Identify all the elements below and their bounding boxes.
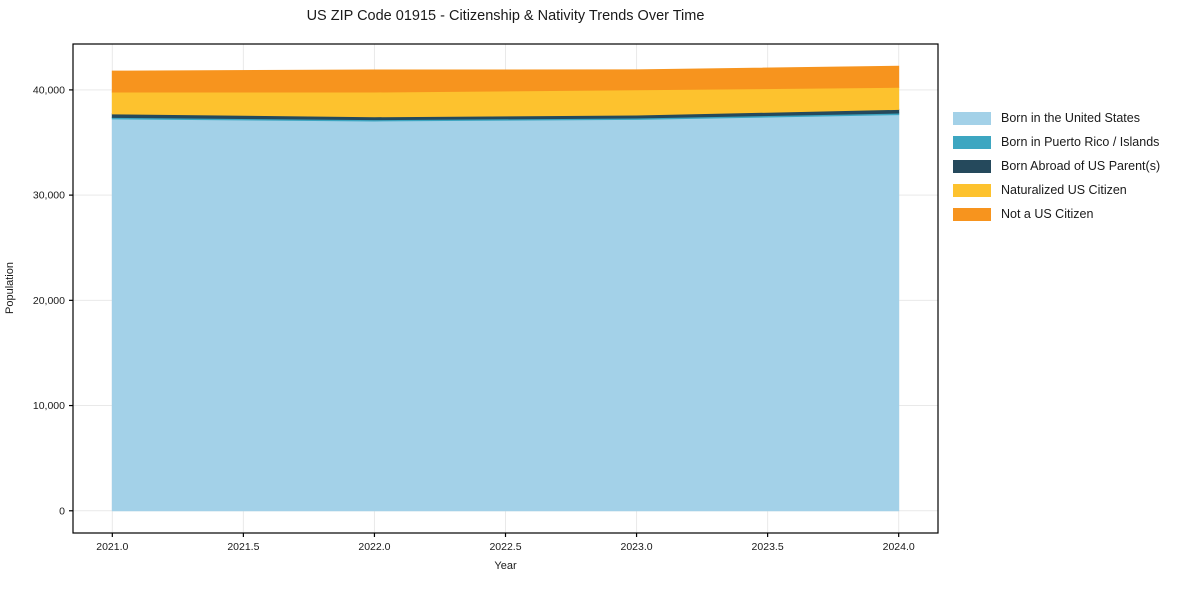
legend-label: Naturalized US Citizen [1001, 183, 1127, 197]
legend-label: Born in the United States [1001, 111, 1140, 125]
x-tick-label: 2022.5 [489, 541, 521, 553]
legend-swatch-born-pr [953, 135, 991, 149]
x-tick-label: 2023.5 [752, 541, 784, 553]
legend-item: Born in Puerto Rico / Islands [953, 130, 1160, 154]
y-tick-label: 30,000 [33, 190, 65, 202]
x-tick-label: 2024.0 [883, 541, 915, 553]
y-tick-label: 10,000 [33, 400, 65, 412]
legend-swatch-born-abroad [953, 159, 991, 173]
legend-item: Naturalized US Citizen [953, 178, 1160, 202]
y-tick-label: 20,000 [33, 295, 65, 307]
area-series-0 [111, 114, 900, 512]
legend-item: Born Abroad of US Parent(s) [953, 154, 1160, 178]
area-series-4 [111, 65, 900, 93]
legend-label: Not a US Citizen [1001, 207, 1094, 221]
legend-label: Born in Puerto Rico / Islands [1001, 135, 1160, 149]
y-tick-label: 0 [59, 505, 65, 517]
y-axis-label: Population [4, 262, 16, 314]
x-axis-label: Year [494, 560, 517, 572]
legend-swatch-born-us [953, 111, 991, 125]
chart-title: US ZIP Code 01915 - Citizenship & Nativi… [306, 8, 705, 24]
x-tick-label: 2023.0 [620, 541, 652, 553]
x-tick-label: 2021.5 [227, 541, 259, 553]
x-tick-label: 2021.0 [96, 541, 128, 553]
legend-item: Not a US Citizen [953, 202, 1160, 226]
legend-swatch-not-citizen [953, 207, 991, 221]
legend-swatch-naturalized [953, 183, 991, 197]
legend-label: Born Abroad of US Parent(s) [1001, 159, 1161, 173]
legend-item: Born in the United States [953, 106, 1160, 130]
x-tick-label: 2022.0 [358, 541, 390, 553]
legend: Born in the United States Born in Puerto… [953, 106, 1160, 226]
y-tick-label: 40,000 [33, 84, 65, 96]
